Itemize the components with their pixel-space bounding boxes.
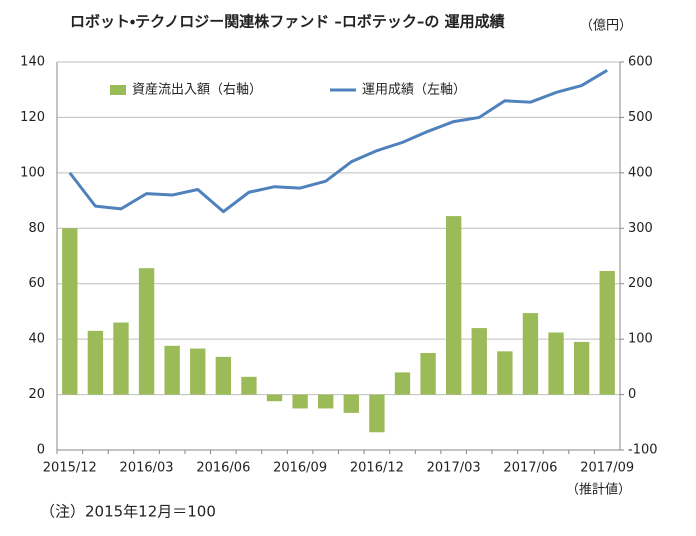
bar <box>573 341 590 395</box>
y2-tick-label: 400 <box>628 165 653 180</box>
y2-tick-label: 200 <box>628 276 653 291</box>
legend-swatch <box>110 85 126 95</box>
bar <box>522 313 539 395</box>
legend-label: 資産流出入額（右軸） <box>132 83 262 98</box>
y-tick-label: 60 <box>28 276 45 291</box>
line <box>68 69 608 214</box>
bar <box>599 270 615 395</box>
chart-title: ロボット・テクノロジー関連株ファンド –ロボテック–の 運用成績 <box>70 13 506 31</box>
bar <box>497 351 513 395</box>
x-tick-label: 2015/12 <box>43 461 97 476</box>
y-tick-label: 0 <box>37 443 45 458</box>
x-tick-label: 2017/03 <box>427 461 481 476</box>
y-tick-label: 20 <box>28 387 45 402</box>
x-tick-label: 2016/12 <box>350 461 404 476</box>
bar <box>241 376 257 395</box>
y2-unit: （億円） <box>580 19 632 34</box>
bar <box>164 345 180 395</box>
bar <box>471 328 487 395</box>
y2-tick-label: 600 <box>628 55 653 70</box>
bar <box>215 356 232 395</box>
y2-tick-label: 100 <box>628 332 653 347</box>
bar <box>190 348 206 395</box>
x-tick-label: 2016/09 <box>273 461 327 476</box>
bar <box>318 394 334 409</box>
bar <box>138 268 155 395</box>
y2-tick-label: 300 <box>628 221 653 236</box>
estimate-label: （推計値） <box>566 482 631 498</box>
bar <box>87 330 104 395</box>
y-tick-label: 100 <box>20 165 45 180</box>
legend-label: 運用成績（左軸） <box>362 83 466 98</box>
y-tick-label: 40 <box>28 332 45 347</box>
x-tick-label: 2017/09 <box>580 461 634 476</box>
x-tick-label: 2017/06 <box>503 461 557 476</box>
bar <box>420 353 436 395</box>
y-tick-label: 140 <box>20 55 45 70</box>
bar <box>445 216 462 395</box>
bar <box>548 332 564 395</box>
y2-tick-label: 0 <box>628 387 636 402</box>
y-tick-label: 120 <box>20 110 45 125</box>
x-tick-label: 2016/06 <box>196 461 250 476</box>
note: （注）2015年12月＝100 <box>40 503 216 521</box>
bar <box>266 394 283 402</box>
bar <box>394 372 411 395</box>
y2-tick-label: -100 <box>628 443 658 458</box>
y-tick-label: 80 <box>28 221 45 236</box>
bar <box>343 394 359 413</box>
y2-tick-label: 500 <box>628 110 653 125</box>
bar <box>292 394 308 409</box>
bar <box>62 228 78 395</box>
bar <box>113 322 129 395</box>
bar <box>369 394 385 433</box>
x-tick-label: 2016/03 <box>120 461 174 476</box>
